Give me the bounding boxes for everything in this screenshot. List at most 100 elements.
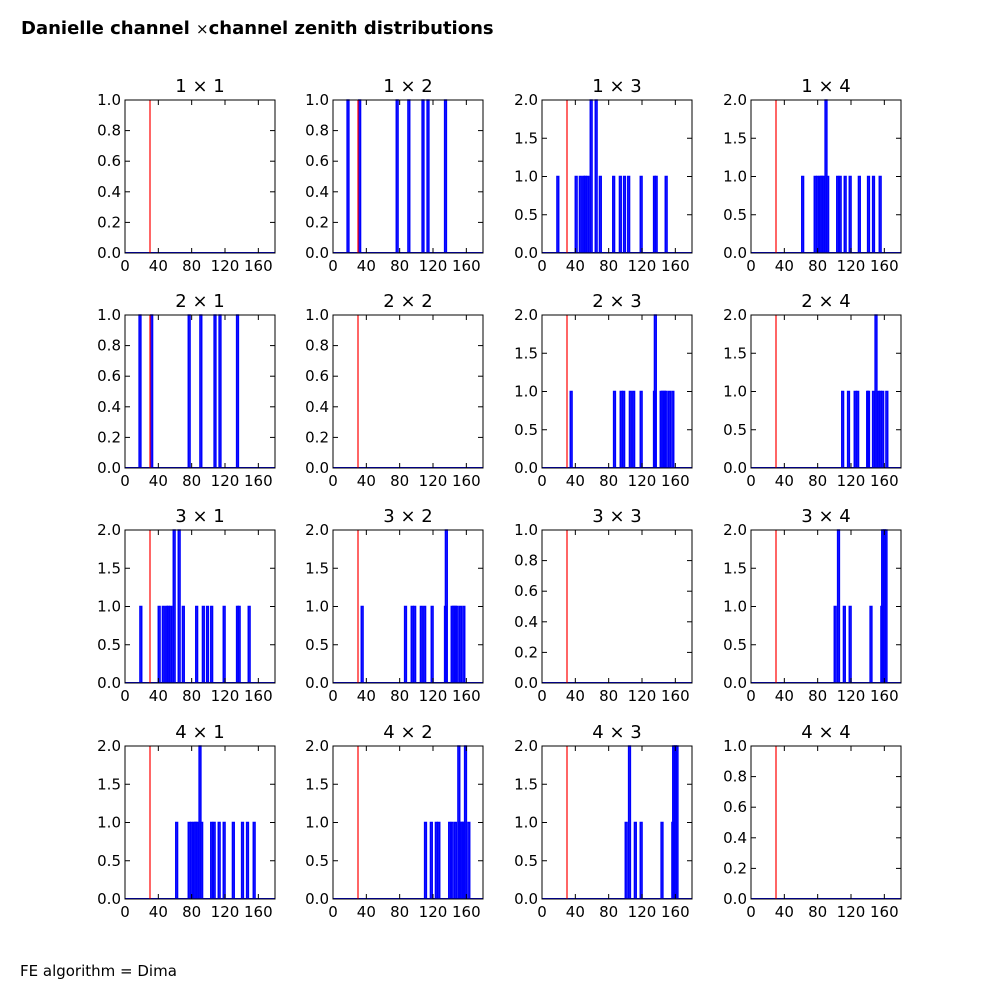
histogram-bar bbox=[346, 99, 350, 253]
panel-title: 1 × 1 bbox=[175, 76, 224, 97]
histogram-bar bbox=[429, 821, 433, 899]
x-tick-label: 160 bbox=[870, 687, 899, 705]
panel-title: 3 × 4 bbox=[801, 506, 850, 527]
histogram-bar bbox=[217, 821, 221, 899]
histogram-bar bbox=[252, 821, 256, 899]
histogram-bar bbox=[881, 390, 885, 468]
histogram-bar bbox=[846, 390, 851, 468]
x-tick-label: 0 bbox=[120, 687, 130, 705]
histogram-bar bbox=[843, 175, 847, 253]
histogram-bar bbox=[458, 605, 463, 683]
histogram-bar bbox=[639, 390, 643, 468]
axes-frame bbox=[332, 314, 484, 469]
x-tick-label: 120 bbox=[211, 687, 240, 705]
y-tick-label: 2.0 bbox=[514, 306, 538, 324]
y-tick-label: 1.0 bbox=[97, 814, 121, 832]
panel-title: 2 × 3 bbox=[592, 291, 641, 312]
y-tick-label: 0.0 bbox=[305, 890, 329, 908]
x-tick-label: 120 bbox=[837, 257, 866, 275]
x-tick-label: 40 bbox=[149, 903, 168, 921]
histogram-bar bbox=[853, 390, 857, 468]
x-tick-label: 80 bbox=[390, 903, 409, 921]
y-tick-label: 1.0 bbox=[514, 168, 538, 186]
axes-frame bbox=[124, 745, 276, 900]
panel-title: 2 × 4 bbox=[801, 291, 850, 312]
x-tick-label: 80 bbox=[599, 472, 618, 490]
y-tick-label: 0.4 bbox=[723, 829, 747, 847]
y-tick-label: 1.5 bbox=[723, 559, 747, 577]
x-tick-label: 120 bbox=[628, 903, 657, 921]
x-tick-label: 160 bbox=[870, 472, 899, 490]
histogram-bar bbox=[212, 821, 216, 899]
histogram-bar bbox=[598, 175, 602, 253]
histogram-bar bbox=[175, 821, 179, 899]
y-tick-label: 2.0 bbox=[97, 521, 121, 539]
histogram-bar bbox=[574, 175, 578, 253]
histogram-bar bbox=[556, 175, 560, 253]
x-tick-label: 160 bbox=[452, 687, 481, 705]
histogram-bar bbox=[675, 745, 679, 899]
x-tick-label: 40 bbox=[566, 472, 585, 490]
histogram-bar bbox=[138, 314, 142, 468]
axes-frame bbox=[750, 529, 902, 684]
x-tick-label: 80 bbox=[390, 687, 409, 705]
histogram-bar bbox=[410, 605, 414, 683]
histogram-bar bbox=[177, 529, 181, 683]
x-tick-label: 0 bbox=[328, 903, 338, 921]
histogram-bar bbox=[594, 99, 598, 253]
histogram-bar bbox=[205, 605, 210, 683]
y-tick-label: 1.0 bbox=[305, 91, 329, 109]
x-tick-label: 80 bbox=[182, 903, 201, 921]
histogram-bar bbox=[360, 605, 364, 683]
y-tick-label: 0.5 bbox=[514, 206, 538, 224]
histogram-bar bbox=[848, 175, 852, 253]
algorithm-annotation: FE algorithm = Dima bbox=[20, 962, 177, 980]
panel-title: 3 × 2 bbox=[383, 506, 432, 527]
y-tick-label: 0.2 bbox=[305, 213, 329, 231]
x-tick-label: 40 bbox=[357, 903, 376, 921]
x-tick-label: 0 bbox=[746, 687, 756, 705]
histogram-bar bbox=[423, 605, 427, 683]
x-tick-label: 80 bbox=[808, 687, 827, 705]
histogram-bar bbox=[423, 821, 428, 899]
x-tick-label: 40 bbox=[149, 687, 168, 705]
histogram-bar bbox=[660, 821, 664, 899]
panel-title: 1 × 3 bbox=[592, 76, 641, 97]
y-tick-label: 1.0 bbox=[514, 814, 538, 832]
histogram-bar bbox=[413, 605, 417, 683]
figure-title: Danielle channel ×channel zenith distrib… bbox=[21, 18, 494, 39]
histogram-bar bbox=[222, 605, 226, 683]
histogram-bar bbox=[578, 175, 582, 253]
x-tick-label: 0 bbox=[537, 257, 547, 275]
axes-frame bbox=[124, 99, 276, 254]
histogram-bar bbox=[407, 99, 411, 253]
histogram-bar bbox=[871, 175, 876, 253]
histogram-bar bbox=[632, 390, 636, 468]
y-tick-label: 0.8 bbox=[723, 768, 747, 786]
x-tick-label: 120 bbox=[837, 472, 866, 490]
histogram-bar bbox=[430, 605, 434, 683]
histogram-bar bbox=[856, 390, 860, 468]
y-tick-label: 1.5 bbox=[305, 559, 329, 577]
histogram-bar bbox=[169, 605, 173, 683]
x-tick-label: 120 bbox=[419, 257, 448, 275]
axes-frame bbox=[541, 529, 693, 684]
histogram-bar bbox=[426, 99, 430, 253]
panel-title: 4 × 4 bbox=[801, 722, 850, 743]
histogram-bar bbox=[150, 314, 154, 468]
x-tick-label: 0 bbox=[746, 257, 756, 275]
x-tick-label: 40 bbox=[775, 687, 794, 705]
x-tick-label: 80 bbox=[599, 257, 618, 275]
histogram-bar bbox=[237, 605, 241, 683]
histogram-bar bbox=[671, 390, 675, 468]
histogram-bar bbox=[463, 745, 468, 899]
axes-frame bbox=[332, 99, 484, 254]
histogram-bar bbox=[187, 314, 191, 468]
histogram-bar bbox=[836, 175, 840, 253]
histogram-bar bbox=[878, 175, 882, 253]
y-tick-label: 0.0 bbox=[305, 674, 329, 692]
histogram-bar bbox=[836, 529, 841, 683]
x-tick-label: 160 bbox=[244, 687, 273, 705]
histogram-bar bbox=[589, 99, 593, 253]
y-tick-label: 0.2 bbox=[514, 643, 538, 661]
